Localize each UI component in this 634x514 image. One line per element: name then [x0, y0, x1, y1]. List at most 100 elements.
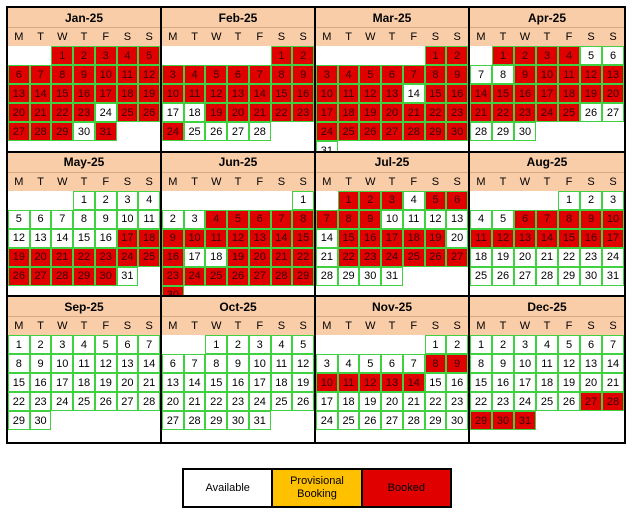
- day-cell[interactable]: 3: [116, 190, 139, 210]
- day-cell[interactable]: 5: [492, 209, 514, 229]
- day-cell[interactable]: 28: [29, 122, 52, 141]
- day-cell[interactable]: 22: [424, 392, 447, 412]
- day-cell[interactable]: 7: [29, 65, 52, 84]
- day-cell[interactable]: 14: [51, 228, 74, 248]
- day-cell[interactable]: 11: [402, 209, 425, 229]
- day-cell[interactable]: 23: [580, 247, 602, 267]
- day-cell[interactable]: 9: [29, 354, 52, 374]
- day-cell[interactable]: 26: [227, 266, 249, 286]
- day-cell[interactable]: 25: [470, 266, 492, 286]
- day-cell[interactable]: 17: [162, 103, 184, 122]
- day-cell[interactable]: 21: [316, 247, 338, 267]
- day-cell[interactable]: 11: [205, 228, 228, 248]
- day-cell[interactable]: 28: [602, 392, 624, 412]
- day-cell[interactable]: 12: [359, 84, 382, 103]
- day-cell[interactable]: 11: [138, 209, 160, 229]
- day-cell[interactable]: 26: [292, 392, 314, 412]
- day-cell[interactable]: 30: [73, 122, 95, 141]
- day-cell[interactable]: 14: [270, 228, 293, 248]
- day-cell[interactable]: 30: [359, 266, 382, 286]
- day-cell[interactable]: 11: [116, 65, 139, 84]
- day-cell[interactable]: 23: [514, 103, 536, 122]
- day-cell[interactable]: 6: [248, 209, 271, 229]
- day-cell[interactable]: 6: [580, 335, 602, 355]
- day-cell[interactable]: 16: [446, 373, 468, 393]
- day-cell[interactable]: 12: [580, 65, 602, 84]
- day-cell[interactable]: 6: [446, 190, 468, 210]
- day-cell[interactable]: 31: [248, 411, 271, 431]
- day-cell[interactable]: 21: [51, 247, 74, 267]
- day-cell[interactable]: 24: [316, 122, 338, 141]
- day-cell[interactable]: 3: [94, 46, 117, 65]
- day-cell[interactable]: 23: [359, 247, 382, 267]
- day-cell[interactable]: 6: [116, 335, 139, 355]
- day-cell[interactable]: 15: [270, 84, 293, 103]
- day-cell[interactable]: 31: [514, 411, 536, 431]
- day-cell[interactable]: 12: [359, 373, 382, 393]
- day-cell[interactable]: 3: [183, 209, 206, 229]
- day-cell[interactable]: 28: [536, 266, 558, 286]
- day-cell[interactable]: 18: [337, 103, 360, 122]
- day-cell[interactable]: 6: [602, 46, 624, 65]
- day-cell[interactable]: 7: [270, 209, 293, 229]
- day-cell[interactable]: 25: [402, 247, 425, 267]
- day-cell[interactable]: 19: [227, 247, 249, 267]
- day-cell[interactable]: 20: [8, 103, 30, 122]
- day-cell[interactable]: 17: [602, 228, 624, 248]
- day-cell[interactable]: 29: [51, 122, 74, 141]
- day-cell[interactable]: 16: [446, 84, 468, 103]
- day-cell[interactable]: 25: [337, 411, 360, 431]
- day-cell[interactable]: 20: [446, 228, 468, 248]
- day-cell[interactable]: 29: [337, 266, 360, 286]
- day-cell[interactable]: 28: [402, 122, 425, 141]
- day-cell[interactable]: 27: [162, 411, 184, 431]
- day-cell[interactable]: 1: [492, 46, 514, 65]
- day-cell[interactable]: 10: [514, 354, 536, 374]
- day-cell[interactable]: 27: [602, 103, 624, 122]
- day-cell[interactable]: 20: [162, 392, 184, 412]
- day-cell[interactable]: 3: [602, 190, 624, 210]
- day-cell[interactable]: 27: [29, 266, 52, 286]
- day-cell[interactable]: 4: [470, 209, 492, 229]
- day-cell[interactable]: 15: [73, 228, 95, 248]
- day-cell[interactable]: 25: [558, 103, 580, 122]
- day-cell[interactable]: 2: [446, 335, 468, 355]
- day-cell[interactable]: 14: [183, 373, 206, 393]
- day-cell[interactable]: 5: [580, 46, 602, 65]
- day-cell[interactable]: 24: [514, 392, 536, 412]
- day-cell[interactable]: 12: [558, 354, 580, 374]
- day-cell[interactable]: 13: [248, 228, 271, 248]
- day-cell[interactable]: 5: [94, 335, 117, 355]
- day-cell[interactable]: 30: [446, 411, 468, 431]
- day-cell[interactable]: 19: [580, 84, 602, 103]
- day-cell[interactable]: 12: [205, 84, 228, 103]
- day-cell[interactable]: 10: [536, 65, 558, 84]
- day-cell[interactable]: 15: [470, 373, 492, 393]
- day-cell[interactable]: 1: [8, 335, 30, 355]
- day-cell[interactable]: 20: [116, 373, 139, 393]
- day-cell[interactable]: 22: [337, 247, 360, 267]
- day-cell[interactable]: 16: [292, 84, 314, 103]
- day-cell[interactable]: 16: [359, 228, 382, 248]
- day-cell[interactable]: 12: [227, 228, 249, 248]
- day-cell[interactable]: 29: [424, 411, 447, 431]
- day-cell[interactable]: 3: [51, 335, 74, 355]
- day-cell[interactable]: 14: [402, 373, 425, 393]
- day-cell[interactable]: 7: [402, 65, 425, 84]
- day-cell[interactable]: 2: [73, 46, 95, 65]
- day-cell[interactable]: 13: [580, 354, 602, 374]
- day-cell[interactable]: 1: [73, 190, 95, 210]
- day-cell[interactable]: 21: [536, 247, 558, 267]
- day-cell[interactable]: 21: [248, 103, 271, 122]
- day-cell[interactable]: 3: [514, 335, 536, 355]
- day-cell[interactable]: 30: [94, 266, 117, 286]
- day-cell[interactable]: 10: [248, 354, 271, 374]
- day-cell[interactable]: 22: [492, 103, 514, 122]
- day-cell[interactable]: 8: [337, 209, 360, 229]
- day-cell[interactable]: 26: [8, 266, 30, 286]
- day-cell[interactable]: 5: [292, 335, 314, 355]
- day-cell[interactable]: 4: [558, 46, 580, 65]
- day-cell[interactable]: 11: [73, 354, 95, 374]
- day-cell[interactable]: 9: [162, 228, 184, 248]
- day-cell[interactable]: 16: [580, 228, 602, 248]
